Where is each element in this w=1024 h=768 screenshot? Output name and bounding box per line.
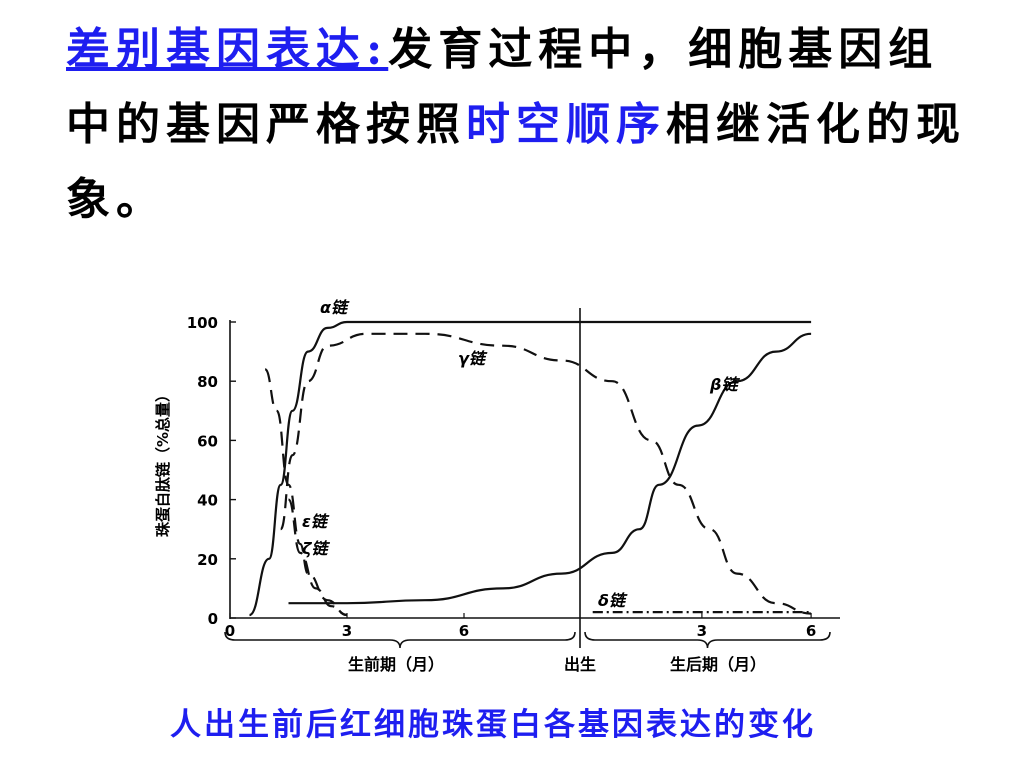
- chart-caption: 人出生前后红细胞珠蛋白各基因表达的变化: [170, 707, 816, 743]
- series-label-3: ε链: [302, 512, 330, 531]
- series-line-2: [288, 332, 812, 605]
- y-tick-label: 40: [197, 492, 218, 510]
- birth-axis-label: 出生: [564, 655, 596, 674]
- definition-text-b: 相继活化的现象。: [66, 99, 966, 225]
- slide-headline: 差别基因表达:发育过程中，细胞基因组中的基因严格按照时空顺序相继活化的现象。: [66, 12, 966, 237]
- series-label-0: α链: [320, 298, 350, 317]
- y-axis-title: 珠蛋白肽链（%总量）: [154, 387, 172, 537]
- series-line-1: [279, 332, 812, 615]
- x-tick-label: 6: [459, 622, 469, 640]
- postnatal-brace: [584, 631, 831, 649]
- series-label-1: γ链: [458, 349, 488, 368]
- term-label: 差别基因表达:: [66, 24, 389, 75]
- series-label-2: β链: [709, 375, 740, 394]
- y-tick-label: 60: [197, 432, 218, 450]
- prenatal-brace: [224, 631, 576, 649]
- x-tick-label: 6: [806, 622, 816, 640]
- definition-highlight: 时空顺序: [466, 99, 666, 150]
- series-label-5: δ链: [598, 591, 628, 610]
- x-tick-label: 3: [697, 622, 707, 640]
- series-label-4: ζ链: [302, 539, 330, 558]
- y-tick-label: 0: [208, 610, 218, 628]
- y-tick-label: 20: [197, 551, 218, 569]
- x-tick-label: 0: [225, 622, 235, 640]
- definition-text-a: 发育过程中，细胞基因组中的基因严格按照: [66, 24, 939, 150]
- globin-expression-chart: 0 20 40 60 80 100 0 3 6 3 6 生前期（月） 出生 生后期（月） 珠蛋白肽链（%总量…: [154, 298, 840, 674]
- postnatal-axis-label: 生后期（月）: [670, 655, 766, 674]
- series-line-4: [287, 498, 348, 617]
- x-tick-label: 3: [342, 622, 352, 640]
- series-line-3: [264, 368, 348, 617]
- y-tick-label: 100: [187, 314, 218, 332]
- series-line-0: [248, 320, 812, 617]
- y-tick-label: 80: [197, 373, 218, 391]
- prenatal-axis-label: 生前期（月）: [348, 655, 444, 674]
